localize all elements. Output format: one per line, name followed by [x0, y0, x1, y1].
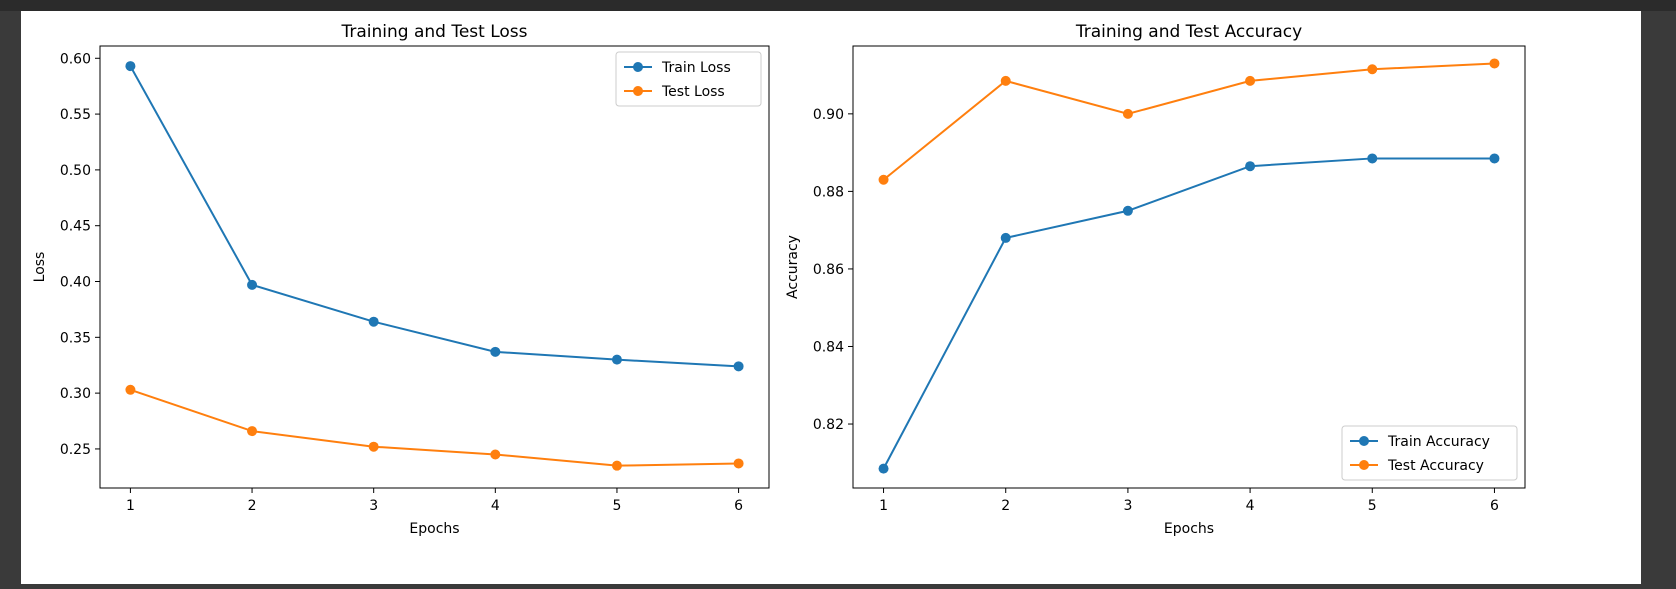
legend-label: Test Accuracy	[1387, 458, 1484, 474]
legend-box	[1341, 425, 1518, 481]
data-point	[490, 346, 501, 357]
y-tick-label: 0.45	[60, 219, 91, 235]
x-tick-label: 3	[1123, 498, 1132, 514]
legend-label: Test Loss	[661, 84, 725, 100]
data-point	[611, 354, 622, 365]
figure-svg: Training and Test Loss 1 2 3 4 5 6 0.25 0.30 0.35…	[32, 22, 1526, 537]
x-tick-label: 4	[1246, 498, 1255, 514]
x-tick-label: 2	[248, 498, 257, 514]
x-tick-label: 5	[1368, 498, 1377, 514]
y-axis-label: Accuracy	[785, 235, 801, 299]
data-point	[490, 449, 501, 460]
x-tick-label: 1	[879, 498, 888, 514]
data-point	[368, 316, 379, 327]
data-point	[1489, 153, 1500, 164]
y-tick-label: 0.35	[60, 330, 91, 346]
x-tick-label: 4	[491, 498, 500, 514]
data-point	[1000, 75, 1011, 86]
x-axis-label: Epochs	[409, 521, 459, 537]
chart-title: Training and Test Accuracy	[1075, 22, 1302, 42]
legend-marker	[1359, 436, 1369, 446]
legend-item: Train Accuracy	[1350, 434, 1490, 450]
x-tick-label: 2	[1001, 498, 1010, 514]
series-line	[882, 62, 1495, 181]
y-tick-label: 0.90	[813, 107, 844, 123]
y-tick-label: 0.55	[60, 107, 91, 123]
y-tick-label: 0.60	[60, 51, 91, 67]
y-tick-label: 0.82	[813, 417, 844, 433]
y-tick-label: 0.84	[813, 339, 844, 355]
series-test-loss	[125, 384, 744, 471]
data-point	[611, 460, 622, 471]
x-axis-label: Epochs	[1164, 521, 1214, 537]
data-point	[368, 441, 379, 452]
data-point	[1122, 108, 1133, 119]
x-tick-label: 6	[1490, 498, 1499, 514]
series-test-accuracy	[878, 58, 1500, 185]
legend-item: Train Loss	[624, 60, 731, 76]
data-point	[247, 279, 258, 290]
chart-2: Training and Test Accuracy 1 2 3 4 5 6 0.82 0.84…	[785, 22, 1526, 537]
data-point	[733, 458, 744, 469]
data-point	[1367, 153, 1378, 164]
series-line	[882, 157, 1495, 470]
legend: Train Loss Test Loss	[615, 51, 762, 107]
plot-area-frame	[99, 45, 770, 489]
legend-item: Test Accuracy	[1350, 458, 1484, 474]
data-point	[1245, 75, 1256, 86]
data-point	[1000, 232, 1011, 243]
data-point	[1367, 64, 1378, 75]
data-point	[1489, 58, 1500, 69]
data-point	[1245, 161, 1256, 172]
x-tick-label: 6	[734, 498, 743, 514]
data-point	[1122, 205, 1133, 216]
x-tick-label: 5	[612, 498, 621, 514]
series-line	[130, 388, 739, 467]
data-point	[125, 384, 136, 395]
plot-area-frame	[852, 45, 1526, 489]
legend-marker	[633, 86, 643, 96]
y-tick-label: 0.30	[60, 386, 91, 402]
chart-1: Training and Test Loss 1 2 3 4 5 6 0.25 0.30 0.35…	[32, 22, 770, 537]
data-point	[733, 361, 744, 372]
series-train-loss	[125, 61, 744, 372]
legend-label: Train Accuracy	[1387, 434, 1490, 450]
figure: Training and Test Loss 1 2 3 4 5 6 0.25 0.30 0.35…	[21, 11, 1641, 584]
window-top-bar	[0, 0, 1676, 11]
legend-box	[615, 51, 762, 107]
data-point	[878, 463, 889, 474]
y-tick-label: 0.25	[60, 442, 91, 458]
series-line	[129, 65, 739, 368]
series-train-accuracy	[878, 153, 1500, 474]
legend-marker	[1359, 460, 1369, 470]
chart-title: Training and Test Loss	[340, 22, 527, 42]
y-tick-label: 0.50	[60, 163, 91, 179]
data-point	[125, 61, 136, 72]
data-point	[878, 174, 889, 185]
y-axis-label: Loss	[32, 252, 48, 283]
data-point	[247, 426, 258, 437]
y-tick-label: 0.88	[813, 184, 844, 200]
y-tick-label: 0.86	[813, 262, 844, 278]
x-tick-label: 3	[369, 498, 378, 514]
legend-marker	[633, 62, 643, 72]
legend: Train Accuracy Test Accuracy	[1341, 425, 1518, 481]
y-tick-label: 0.40	[60, 275, 91, 291]
legend-label: Train Loss	[661, 60, 731, 76]
legend-item: Test Loss	[624, 84, 725, 100]
x-tick-label: 1	[126, 498, 135, 514]
